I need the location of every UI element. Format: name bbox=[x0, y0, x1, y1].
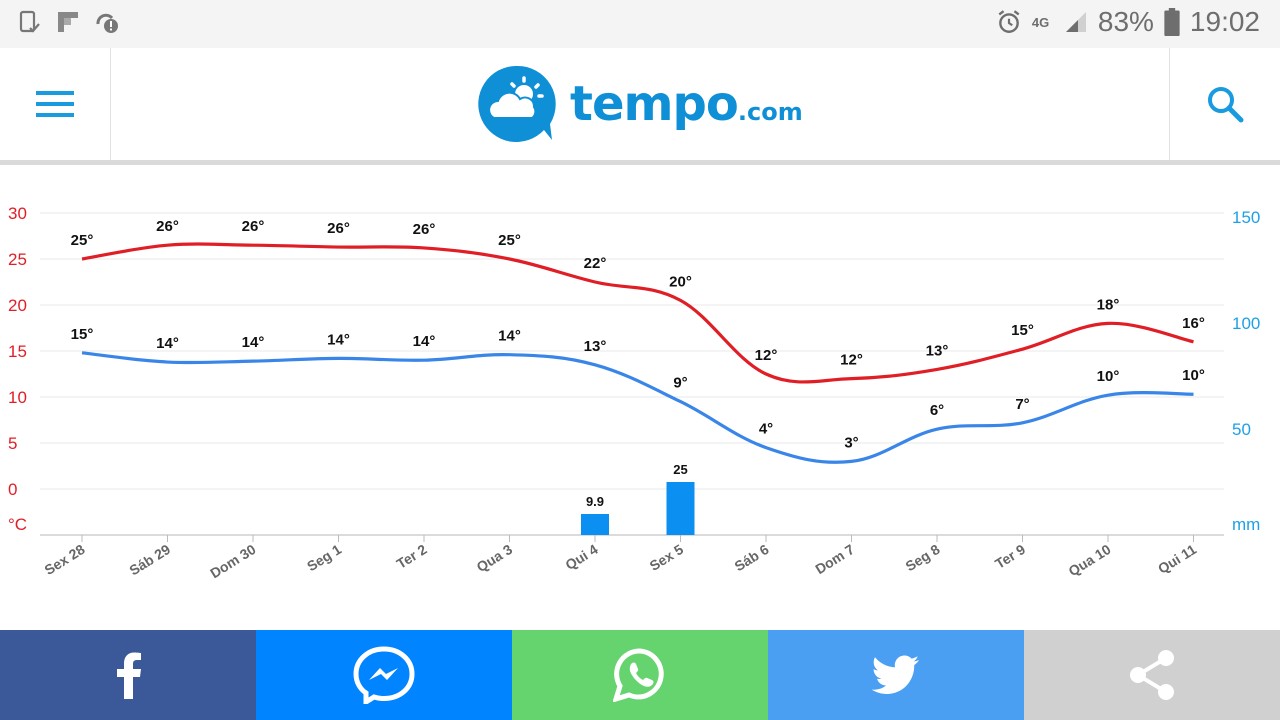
right-axis-tick: 50 bbox=[1232, 420, 1251, 439]
alarm-icon bbox=[998, 10, 1020, 33]
x-tick-label: Sex 28 bbox=[41, 541, 87, 578]
max-temp-label: 15° bbox=[1011, 322, 1034, 339]
share-whatsapp-button[interactable] bbox=[512, 630, 768, 720]
tempo-logo[interactable]: tempo.com bbox=[476, 62, 803, 146]
x-tick-label: Qua 10 bbox=[1066, 541, 1114, 579]
share-twitter-button[interactable] bbox=[768, 630, 1024, 720]
max-temp-label: 18° bbox=[1097, 296, 1120, 313]
min-temp-label: 14° bbox=[498, 328, 521, 345]
left-axis-tick: 25 bbox=[8, 250, 27, 269]
precip-label: 25 bbox=[673, 462, 687, 477]
min-temp-label: 10° bbox=[1182, 367, 1205, 384]
min-temp-label: 14° bbox=[413, 333, 436, 350]
logo-text: tempo.com bbox=[570, 76, 803, 132]
right-axis-unit: mm bbox=[1232, 515, 1260, 534]
menu-button[interactable] bbox=[0, 48, 111, 160]
x-tick-label: Dom 7 bbox=[812, 541, 857, 577]
max-temp-label: 26° bbox=[156, 218, 179, 235]
forecast-chart: 30 25 20 15 10 5 0 °C 150 100 50 mm Sex 28 Sáb 29 Dom … bbox=[0, 165, 1280, 630]
max-temp-label: 25° bbox=[498, 232, 521, 249]
x-tick-label: Qui 4 bbox=[562, 541, 600, 573]
network-4g-icon: 4G bbox=[1031, 14, 1050, 30]
min-temp-label: 14° bbox=[327, 331, 350, 348]
share-icon bbox=[1130, 650, 1174, 700]
x-tick-label: Sáb 6 bbox=[731, 541, 771, 574]
max-temp-label: 20° bbox=[669, 273, 692, 290]
x-tick-label: Dom 30 bbox=[207, 541, 259, 581]
share-generic-button[interactable] bbox=[1024, 630, 1280, 720]
tablet-check-icon bbox=[19, 10, 40, 33]
left-axis-tick: 20 bbox=[8, 296, 27, 315]
app-header: tempo.com bbox=[0, 48, 1280, 165]
max-temp-label: 26° bbox=[327, 220, 350, 237]
flipboard-icon bbox=[58, 12, 78, 32]
x-tick-label: Ter 2 bbox=[394, 541, 430, 572]
status-bar: 4G 83% 19:02 bbox=[0, 0, 1280, 48]
min-temp-label: 7° bbox=[1015, 396, 1029, 413]
cloud-sun-icon bbox=[478, 65, 556, 142]
min-temp-line bbox=[81, 351, 1194, 464]
facebook-icon bbox=[117, 652, 141, 699]
x-tick-label: Seg 1 bbox=[304, 541, 344, 574]
search-button[interactable] bbox=[1169, 48, 1280, 160]
max-temp-label: 25° bbox=[71, 232, 94, 249]
max-temp-label: 16° bbox=[1182, 315, 1205, 332]
max-temp-label: 22° bbox=[584, 255, 607, 272]
min-temp-label: 13° bbox=[584, 338, 607, 355]
left-axis-tick: 10 bbox=[8, 388, 27, 407]
precip-label: 9.9 bbox=[586, 494, 604, 509]
twitter-icon bbox=[872, 655, 919, 694]
battery-percent: 83% bbox=[1097, 6, 1154, 37]
left-axis-tick: 5 bbox=[8, 434, 17, 453]
left-axis-tick: 15 bbox=[8, 342, 27, 361]
whatsapp-icon bbox=[613, 648, 664, 702]
signal-icon bbox=[1065, 12, 1086, 32]
max-temp-label: 12° bbox=[840, 352, 863, 369]
x-tick-label: Seg 8 bbox=[902, 541, 942, 574]
max-temp-label: 26° bbox=[413, 221, 436, 238]
battery-icon bbox=[1164, 8, 1180, 36]
x-tick-label: Qui 11 bbox=[1155, 541, 1199, 577]
left-axis-unit: °C bbox=[8, 515, 27, 534]
precip-bar bbox=[666, 482, 695, 535]
min-temp-label: 14° bbox=[156, 335, 179, 352]
precip-bar bbox=[581, 514, 609, 535]
x-tick-label: Sex 5 bbox=[647, 541, 687, 574]
x-tick-label: Sáb 29 bbox=[126, 541, 173, 579]
max-temp-label: 12° bbox=[755, 347, 778, 364]
left-axis-tick: 30 bbox=[8, 204, 27, 223]
min-temp-label: 14° bbox=[242, 334, 265, 351]
share-facebook-button[interactable] bbox=[0, 630, 256, 720]
left-axis-tick: 0 bbox=[8, 480, 17, 499]
x-tick-label: Ter 9 bbox=[992, 541, 1028, 572]
max-temp-label: 13° bbox=[926, 342, 949, 359]
min-temp-label: 3° bbox=[844, 434, 858, 451]
min-temp-label: 6° bbox=[930, 402, 944, 419]
share-bar bbox=[0, 630, 1280, 720]
max-temp-line bbox=[81, 242, 1194, 384]
min-temp-label: 10° bbox=[1097, 368, 1120, 385]
min-temp-label: 4° bbox=[759, 421, 773, 438]
sync-alert-icon bbox=[96, 13, 118, 33]
min-temp-label: 9° bbox=[673, 375, 687, 392]
share-messenger-button[interactable] bbox=[256, 630, 512, 720]
min-temp-label: 15° bbox=[71, 326, 94, 343]
max-temp-label: 26° bbox=[242, 218, 265, 235]
x-tick-label: Qua 3 bbox=[474, 541, 516, 575]
hamburger-menu-icon bbox=[36, 91, 74, 117]
search-icon bbox=[1208, 87, 1244, 123]
right-axis-tick: 100 bbox=[1232, 314, 1260, 333]
right-axis-tick: 150 bbox=[1232, 208, 1260, 227]
clock-time: 19:02 bbox=[1189, 6, 1260, 37]
messenger-icon bbox=[353, 646, 415, 704]
